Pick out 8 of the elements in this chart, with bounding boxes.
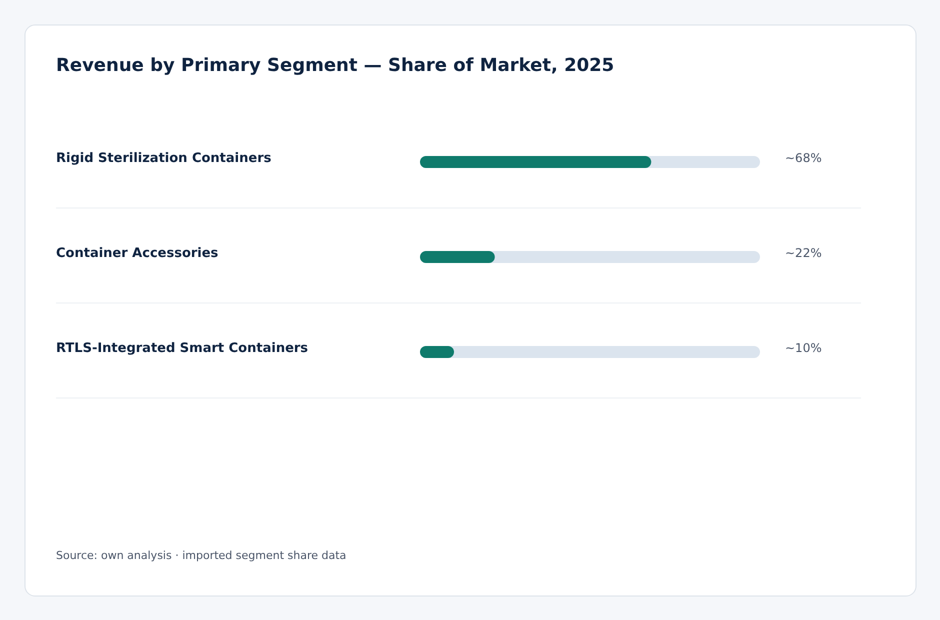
data-label: ~22% [785, 246, 822, 260]
y-tick-label: Container Accessories [56, 246, 219, 261]
chart-title: Revenue by Primary Segment — Share of Market, 2025 [56, 55, 614, 76]
y-tick-label: Rigid Sterilization Containers [56, 151, 272, 166]
y-tick-label: RTLS-Integrated Smart Containers [56, 341, 308, 356]
data-label: ~10% [785, 341, 822, 355]
data-label: ~68% [785, 151, 822, 165]
source-note: Source: own analysis · imported segment share data [56, 549, 346, 562]
